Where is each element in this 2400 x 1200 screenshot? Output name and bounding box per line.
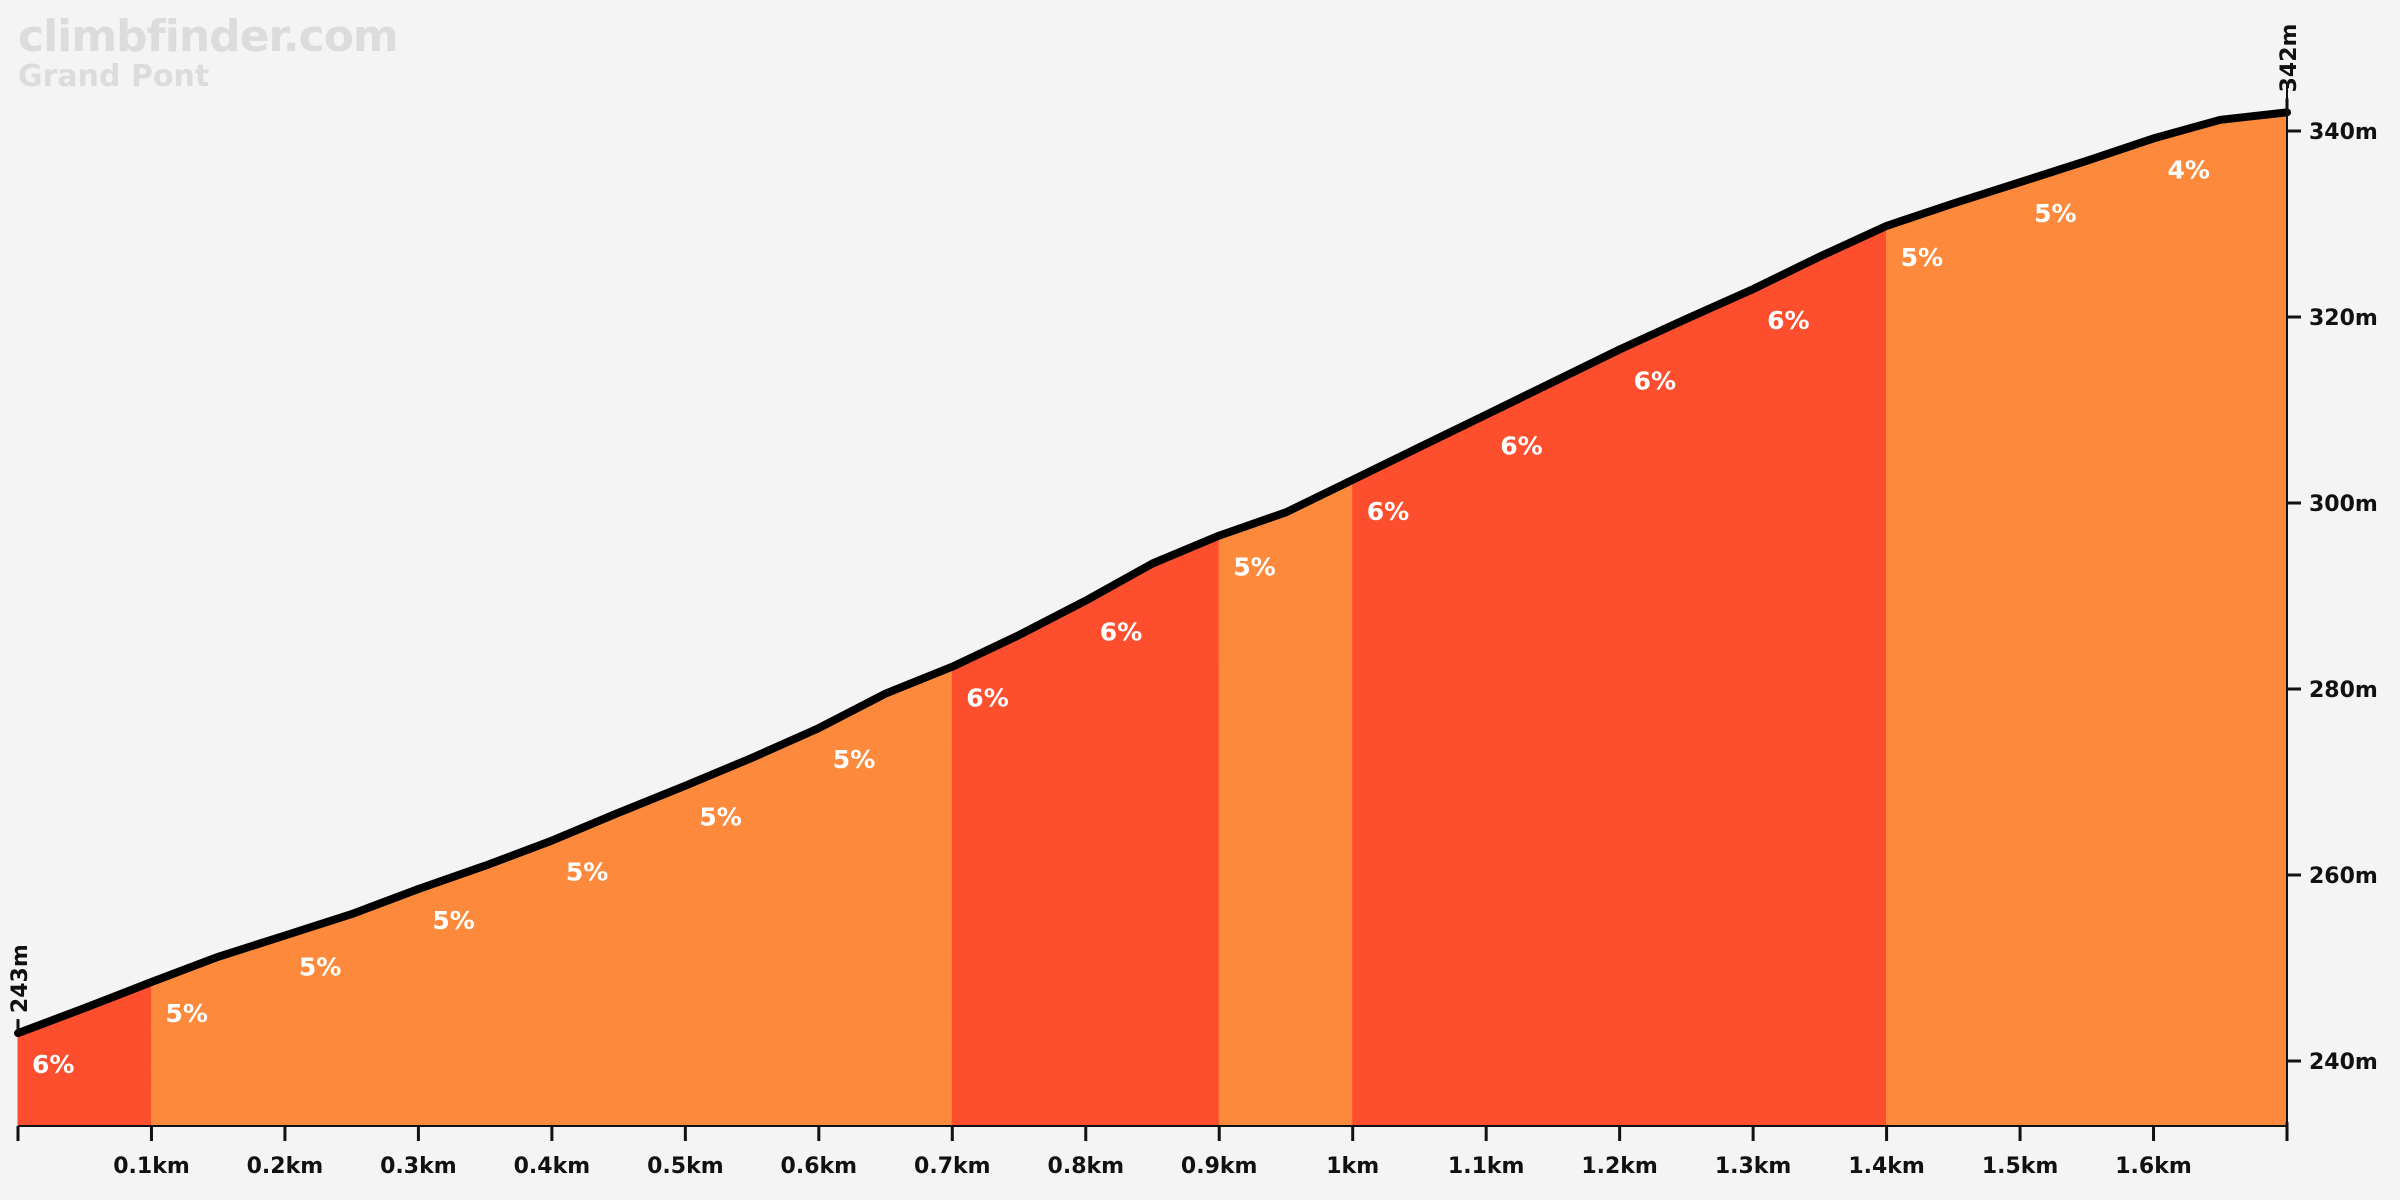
brand-watermark: climbfinder.com Grand Pont (18, 11, 399, 95)
grade-label-11: 6% (1367, 497, 1409, 526)
profile-line (14, 108, 2291, 1038)
x-tick-label-5: 0.5km (647, 1154, 724, 1179)
grade-label-14: 6% (1767, 306, 1809, 335)
x-tick-label-1: 0.1km (113, 1154, 190, 1179)
grade-segment-7 (818, 665, 953, 1127)
y-tick-label-6: 340m (2309, 120, 2378, 145)
grade-segment-12 (1485, 348, 1621, 1127)
grade-segment-13 (1619, 288, 1754, 1127)
grade-segment-17 (2152, 111, 2288, 1127)
grade-label-2: 5% (166, 999, 208, 1028)
profile-line-group (14, 108, 2291, 1038)
brand-site: climbfinder.com (18, 11, 399, 62)
grade-segment-6 (684, 727, 820, 1127)
grade-label-4: 5% (432, 906, 474, 935)
x-tick-label-15: 1.5km (1982, 1154, 2059, 1179)
grade-segments (17, 111, 2288, 1127)
grade-label-17: 4% (2168, 155, 2210, 184)
x-axis: 0.1km 0.2km 0.3km 0.4km 0.5km 0.6km 0.7km 0.8km… (16, 1122, 2289, 1179)
grade-label-6: 5% (699, 803, 741, 832)
y-tick-label-1: 240m (2309, 1050, 2378, 1075)
grade-label-15: 5% (1901, 243, 1943, 272)
grade-segment-16 (2019, 137, 2155, 1127)
x-tick-label-7: 0.7km (914, 1154, 991, 1179)
x-tick-label-3: 0.3km (380, 1154, 457, 1179)
grade-label-8: 6% (966, 684, 1008, 713)
x-tick-label-16: 1.6km (2115, 1154, 2192, 1179)
grade-label-16: 5% (2034, 199, 2076, 228)
grade-segment-5 (551, 784, 686, 1127)
grade-segment-2 (150, 934, 286, 1127)
grade-segment-15 (1886, 181, 2021, 1127)
grade-segment-8 (951, 599, 1087, 1127)
x-tick-label-10: 1km (1326, 1154, 1379, 1179)
grade-label-5: 5% (566, 858, 608, 887)
x-tick-label-2: 0.2km (247, 1154, 324, 1179)
grade-label-9: 6% (1100, 618, 1142, 647)
x-tick-label-13: 1.3km (1715, 1154, 1792, 1179)
grade-labels: 6% 5% 5% 5% 5% 5% 5% 6% 6% 5% 6% 6% 6% 6% 5% 5% 4% (32, 155, 2210, 1079)
end-elevation-label: 342m (2277, 24, 2302, 93)
x-tick-label-8: 0.8km (1048, 1154, 1125, 1179)
y-tick-label-2: 260m (2309, 864, 2378, 889)
x-tick-label-4: 0.4km (514, 1154, 591, 1179)
grade-label-13: 6% (1634, 367, 1676, 396)
y-tick-label-4: 300m (2309, 492, 2378, 517)
grade-segment-14 (1752, 225, 1888, 1127)
grade-segment-3 (284, 888, 419, 1127)
start-elevation-label: 243m (8, 944, 33, 1013)
grade-label-7: 5% (833, 745, 875, 774)
climb-name: Grand Pont (18, 59, 210, 95)
grade-label-3: 5% (299, 953, 341, 982)
grade-label-10: 5% (1233, 553, 1275, 582)
x-tick-label-14: 1.4km (1848, 1154, 1925, 1179)
y-axis: 240m 260m 280m 300m 320m 340m (2286, 84, 2378, 1126)
x-tick-label-9: 0.9km (1181, 1154, 1258, 1179)
x-tick-label-11: 1.1km (1448, 1154, 1525, 1179)
x-tick-label-12: 1.2km (1581, 1154, 1658, 1179)
grade-label-12: 6% (1500, 432, 1542, 461)
y-tick-label-3: 280m (2309, 678, 2378, 703)
grade-label-1: 6% (32, 1050, 74, 1079)
x-tick-label-6: 0.6km (781, 1154, 858, 1179)
end-labels: 243m 342m (8, 24, 2302, 1034)
y-tick-label-5: 320m (2309, 306, 2378, 331)
